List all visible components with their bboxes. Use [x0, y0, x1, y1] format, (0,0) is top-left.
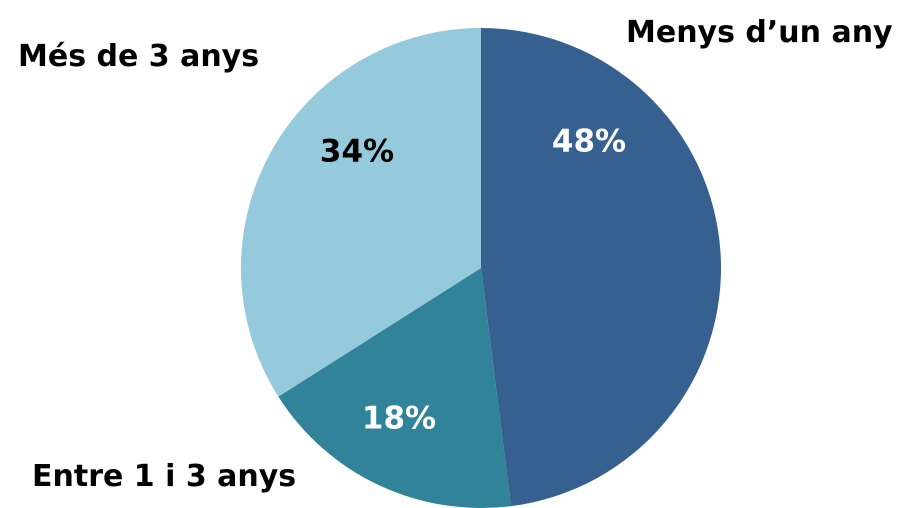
slice-value-label-menys: 48%	[552, 124, 626, 160]
slice-category-label-menys: Menys d’un any	[626, 15, 893, 50]
slice-category-label-entre: Entre 1 i 3 anys	[32, 459, 296, 494]
slice-value-label-entre: 18%	[362, 401, 436, 437]
slice-value-label-mes: 34%	[320, 134, 394, 170]
pie-slice-2	[240, 28, 481, 397]
pie-slice-0	[481, 27, 722, 507]
pie-slice-1	[278, 268, 512, 508]
pie-slices	[240, 27, 722, 508]
slice-category-label-mes: Més de 3 anys	[18, 39, 259, 74]
